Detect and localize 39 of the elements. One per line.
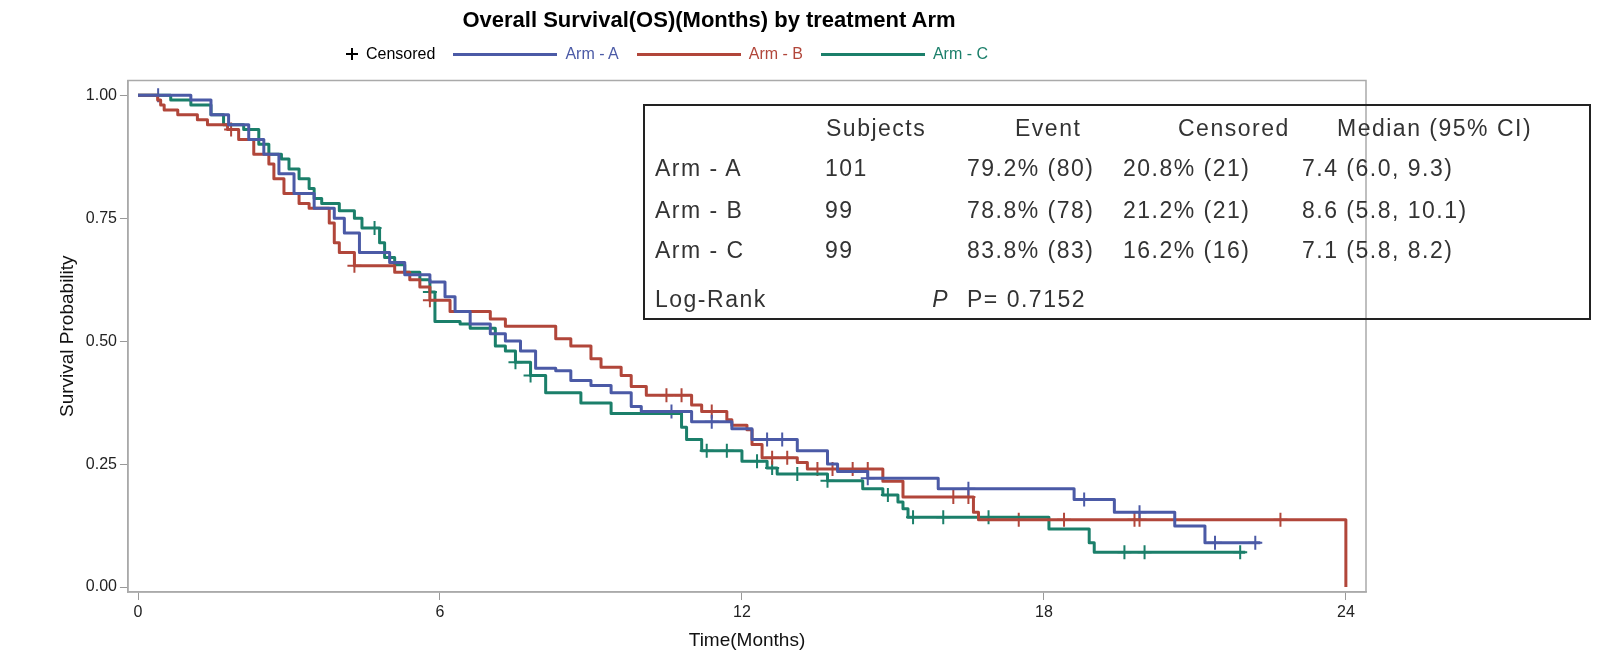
text: Censored xyxy=(366,45,436,63)
text: Arm - A xyxy=(565,45,619,63)
annotation: P xyxy=(932,285,949,313)
annotation: Arm - B xyxy=(655,196,744,224)
annotation: 7.1 (5.8, 8.2) xyxy=(1302,236,1454,264)
y-tick-label: 0.75 xyxy=(85,208,118,226)
annotation: Log-Rank xyxy=(655,285,767,313)
text: Arm - B xyxy=(748,45,803,63)
annotation: 78.8% (78) xyxy=(967,196,1095,224)
annotation: Subjects xyxy=(826,114,927,142)
y-tick-label: 1.00 xyxy=(85,85,118,103)
x-tick-label: 12 xyxy=(733,603,751,621)
x-tick-label: 6 xyxy=(435,603,445,621)
annotation: 99 xyxy=(825,236,854,264)
annotation: 7.4 (6.0, 9.3) xyxy=(1302,154,1454,182)
annotation: Censored xyxy=(1178,114,1290,142)
y-tick-label: 0.00 xyxy=(85,577,118,595)
x-tick-label: 18 xyxy=(1035,603,1053,621)
x-tick-label: 24 xyxy=(1336,603,1355,621)
annotation: 83.8% (83) xyxy=(967,236,1095,264)
annotation: 21.2% (21) xyxy=(1123,196,1251,224)
annotation: Arm - A xyxy=(655,154,743,182)
annotation: 20.8% (21) xyxy=(1123,154,1251,182)
annotation: 16.2% (16) xyxy=(1123,236,1251,264)
annotation: Arm - C xyxy=(655,236,745,264)
x-axis-title: Time(Months) xyxy=(688,628,806,650)
annotation: 79.2% (80) xyxy=(967,154,1095,182)
annotation: P= 0.7152 xyxy=(967,285,1087,313)
annotation: 99 xyxy=(825,196,854,224)
x-tick-label: 0 xyxy=(133,603,143,621)
annotation: 8.6 (5.8, 10.1) xyxy=(1302,196,1468,224)
y-tick-label: 0.50 xyxy=(85,331,118,349)
annotation: Event xyxy=(1015,114,1082,142)
annotation: Median (95% CI) xyxy=(1337,114,1533,142)
y-axis-title: Survival Probability xyxy=(55,254,77,417)
text: Arm - C xyxy=(932,45,989,63)
annotation: 101 xyxy=(825,154,868,182)
y-tick-label: 0.25 xyxy=(85,454,118,472)
chart-title: Overall Survival(OS)(Months) by treatment Arm xyxy=(462,7,956,33)
